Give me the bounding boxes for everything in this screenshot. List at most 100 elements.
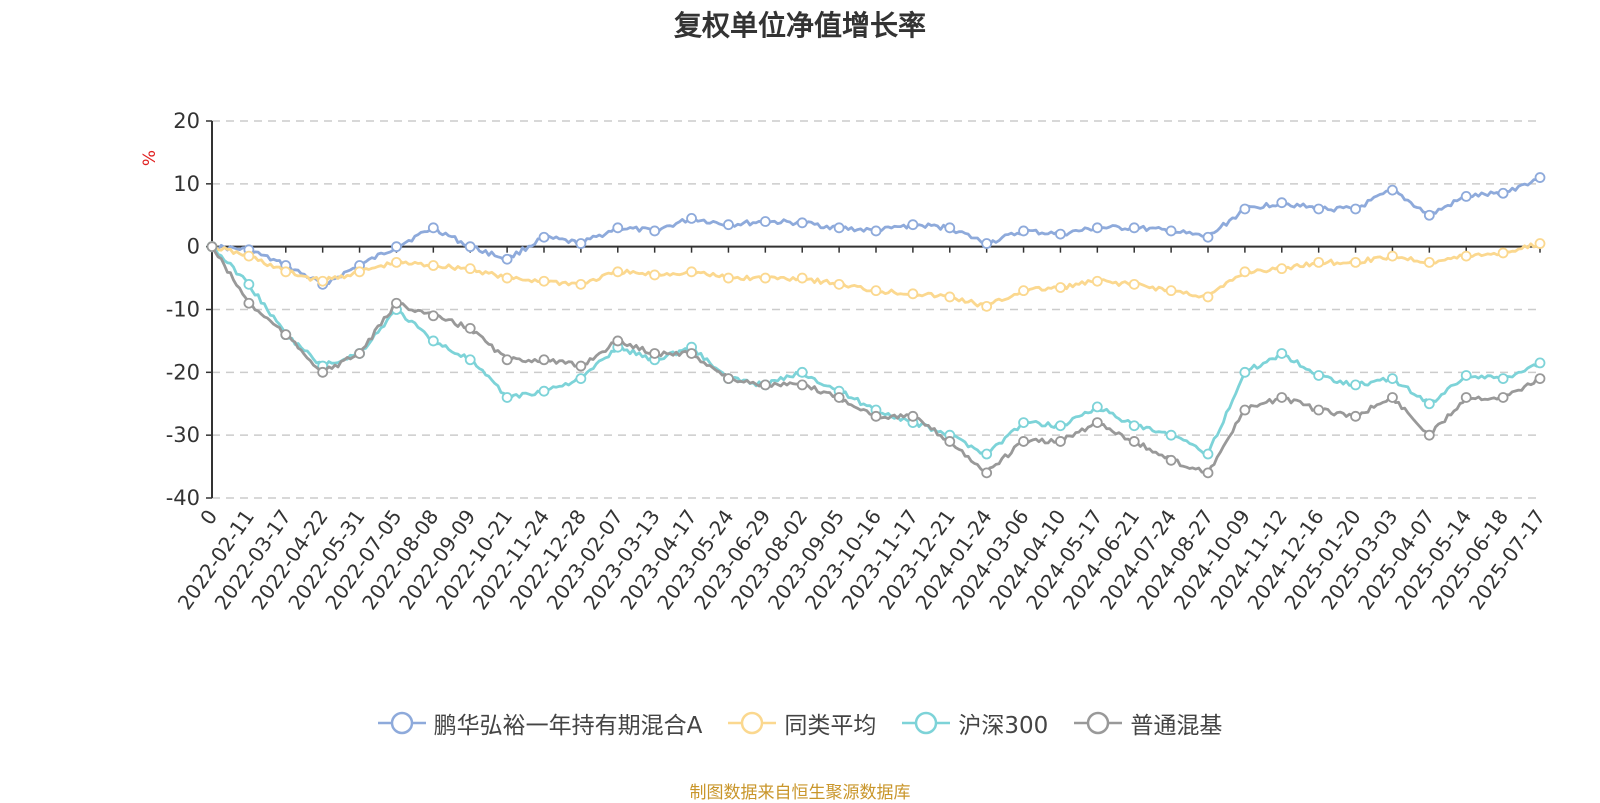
data-point (759, 216, 771, 227)
data-point (427, 222, 439, 234)
data-point (1128, 436, 1140, 447)
legend: 鹏华弘裕一年持有期混合A 同类平均 沪深300 普通混基 (0, 706, 1600, 740)
data-point (870, 285, 882, 297)
data-point (538, 385, 550, 397)
data-point (759, 272, 771, 284)
data-point (686, 266, 697, 278)
axis-layer: 20100-10-20-30-4002022-02-112022-03-1720… (166, 109, 1550, 614)
data-point (1460, 190, 1472, 202)
data-point (391, 256, 402, 268)
data-point (1239, 266, 1251, 278)
data-point (1276, 392, 1288, 403)
data-point (1387, 392, 1398, 403)
data-point (206, 241, 218, 253)
data-point (1018, 225, 1029, 237)
data-point (1497, 247, 1509, 259)
y-axis-label: % (140, 150, 160, 166)
data-point (1239, 366, 1251, 378)
data-point (1350, 203, 1361, 215)
data-point (723, 272, 734, 284)
data-point (575, 360, 587, 372)
data-point (870, 410, 882, 422)
data-point (1497, 187, 1509, 199)
data-point (1239, 203, 1251, 215)
y-tick-label: 0 (187, 235, 200, 259)
data-point (464, 322, 476, 334)
data-point (538, 231, 550, 243)
data-point (1387, 373, 1398, 385)
data-point (1276, 263, 1288, 275)
data-point (1128, 420, 1140, 432)
data-point (538, 275, 550, 287)
legend-item[interactable]: 同类平均 (728, 706, 876, 740)
data-point (1534, 357, 1546, 369)
data-point (612, 335, 624, 347)
data-point (1128, 278, 1140, 290)
data-point (981, 238, 993, 249)
data-point (1350, 256, 1361, 268)
y-tick-label: 10 (173, 172, 200, 196)
data-point (1202, 467, 1214, 479)
data-point (1018, 285, 1029, 297)
data-point (833, 392, 845, 403)
data-point (501, 272, 513, 284)
legend-item[interactable]: 普通混基 (1074, 706, 1222, 740)
data-point (833, 278, 845, 290)
series-line (211, 242, 1541, 308)
data-point (354, 266, 365, 278)
data-point (1165, 454, 1177, 466)
data-point (243, 297, 255, 309)
data-point (1423, 398, 1435, 410)
data-point (1534, 172, 1546, 183)
data-point (1534, 373, 1546, 385)
series-0 (206, 172, 1546, 290)
data-point (1313, 404, 1325, 416)
data-point (391, 241, 402, 253)
legend-item[interactable]: 沪深300 (902, 706, 1048, 740)
data-point (944, 222, 956, 234)
data-point (464, 354, 476, 366)
data-point (1423, 429, 1435, 441)
data-point (317, 366, 329, 378)
data-point (870, 225, 882, 237)
series-line (210, 245, 1541, 475)
data-point (1239, 404, 1251, 416)
data-point (1313, 256, 1325, 268)
data-point (1165, 429, 1177, 441)
data-point (1276, 197, 1288, 209)
legend-label: 沪深300 (958, 713, 1049, 739)
data-point (1165, 285, 1177, 297)
data-point (1091, 417, 1103, 429)
data-point (501, 354, 513, 366)
data-point (1055, 228, 1066, 240)
data-point (612, 266, 624, 278)
data-point (575, 373, 587, 385)
data-point (1202, 448, 1214, 460)
data-point (1350, 410, 1361, 422)
data-point (501, 253, 513, 265)
data-point (907, 288, 919, 300)
data-point (1534, 238, 1546, 249)
data-point (944, 291, 956, 303)
y-tick-label: -40 (166, 486, 200, 510)
data-point (243, 278, 255, 290)
x-tick-label: 0 (195, 505, 222, 529)
data-point (391, 297, 402, 309)
data-point (723, 373, 734, 385)
data-point (1387, 250, 1398, 262)
data-point (1460, 392, 1472, 403)
data-point (1423, 209, 1435, 221)
legend-item[interactable]: 鹏华弘裕一年持有期混合A (377, 706, 702, 740)
data-point (1091, 275, 1103, 287)
legend-marker-icon (728, 711, 777, 735)
data-point (280, 266, 292, 278)
y-tick-label: -30 (166, 423, 200, 447)
data-point (796, 272, 808, 284)
data-point (796, 379, 808, 391)
data-point (427, 260, 439, 271)
data-point (981, 467, 993, 479)
data-point (612, 222, 624, 234)
data-point (427, 310, 439, 322)
data-point (796, 366, 808, 378)
data-point (833, 222, 845, 234)
